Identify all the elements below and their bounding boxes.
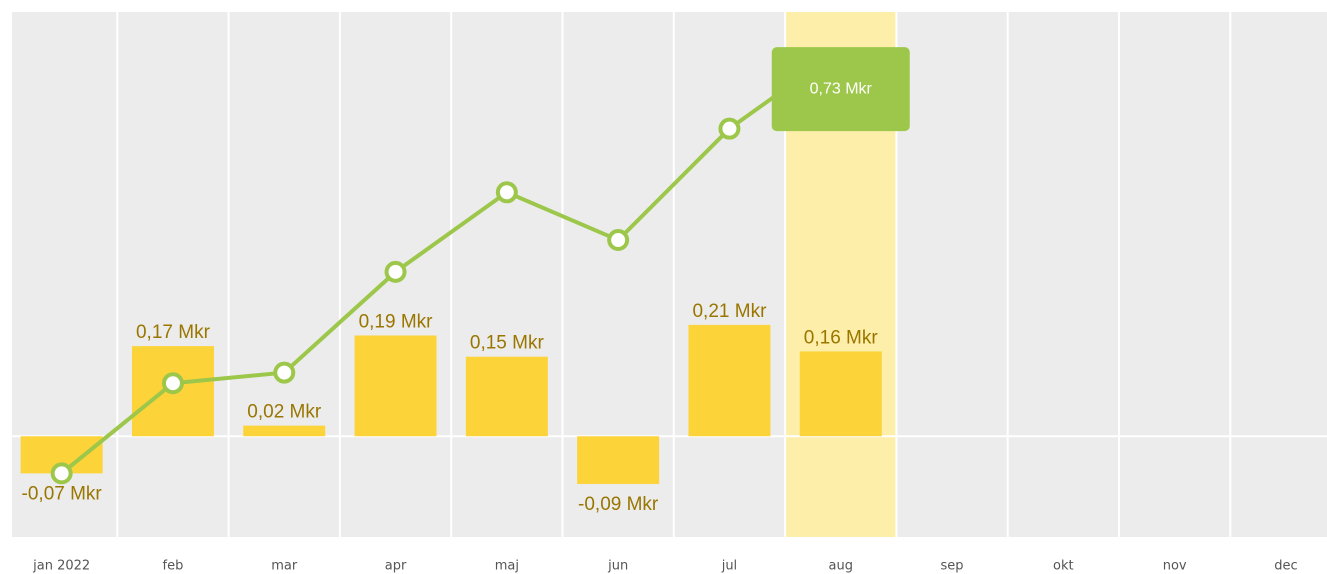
line-point — [161, 372, 184, 395]
line-point — [718, 117, 741, 140]
data-label: 0,02 Mkr — [247, 402, 322, 423]
x-tick-label: nov — [1163, 559, 1187, 574]
line-point — [273, 361, 296, 384]
plot-background — [12, 12, 1327, 537]
x-tick-label: jan 2022 — [32, 559, 90, 574]
data-label: 0,19 Mkr — [359, 312, 434, 333]
line-point — [495, 181, 518, 204]
bar — [577, 436, 660, 484]
bar — [465, 356, 548, 437]
data-label: 0,17 Mkr — [136, 322, 211, 343]
data-label: -0,09 Mkr — [578, 494, 659, 515]
x-tick-label: jun — [607, 559, 628, 574]
x-tick-label: aug — [829, 559, 853, 574]
data-label: 0,15 Mkr — [470, 333, 545, 354]
x-tick-label: feb — [163, 559, 184, 574]
bar — [688, 324, 771, 437]
bar — [799, 351, 882, 437]
line-point — [607, 229, 630, 252]
line — [60, 47, 842, 475]
data-label: 0,21 Mkr — [692, 301, 767, 322]
data-label: -0,07 Mkr — [22, 483, 103, 504]
x-tick-label: dec — [1274, 559, 1297, 574]
x-tick-label: okt — [1053, 559, 1074, 574]
tooltip-box — [771, 47, 910, 132]
x-tick-label: jul — [721, 559, 737, 574]
x-tick-label: mar — [271, 559, 298, 574]
line-point — [384, 260, 407, 283]
line-point — [50, 462, 73, 485]
data-label: 0,16 Mkr — [804, 327, 879, 348]
x-tick-label: maj — [495, 559, 519, 574]
tooltip-label: 0,73 Mkr — [810, 80, 873, 97]
x-tick-label: sep — [941, 559, 964, 574]
bar — [354, 335, 437, 437]
bar — [243, 425, 326, 437]
x-tick-label: apr — [385, 559, 407, 574]
